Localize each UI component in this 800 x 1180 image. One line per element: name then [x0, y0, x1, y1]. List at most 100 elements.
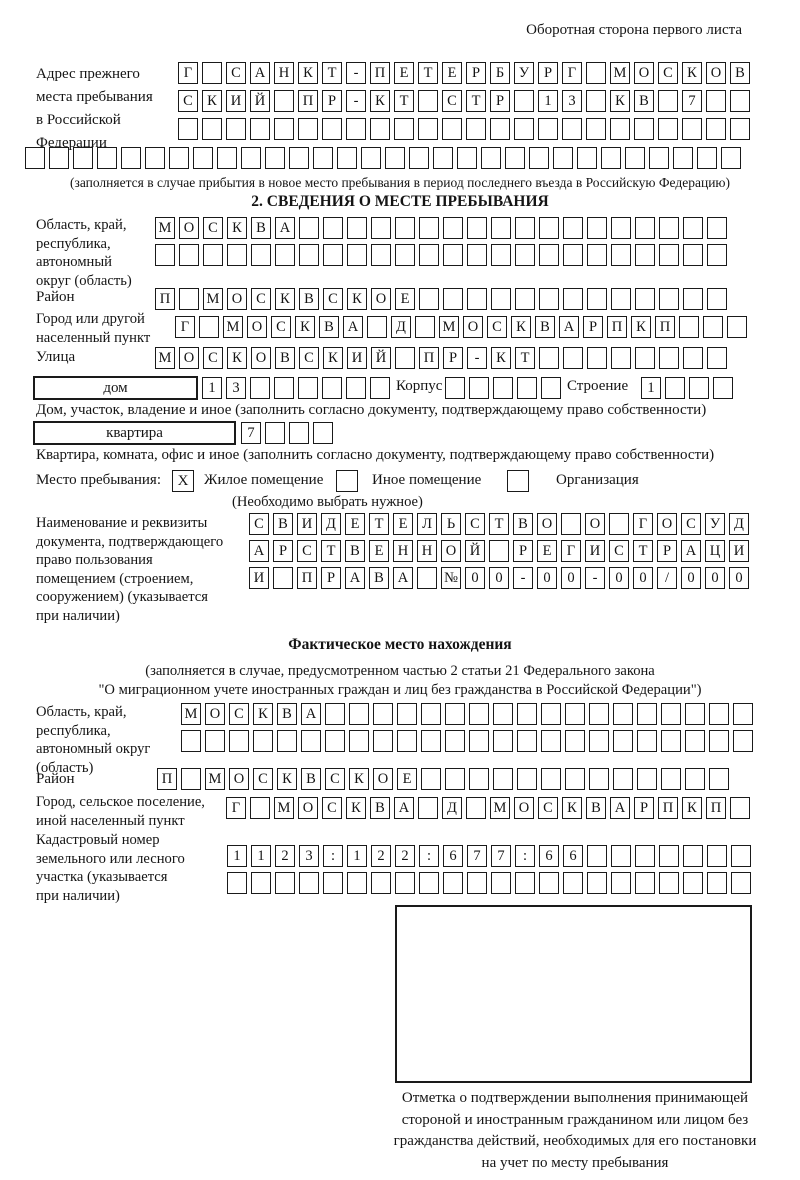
char-cell[interactable] — [706, 118, 726, 140]
char-cell[interactable] — [589, 730, 609, 752]
char-cell[interactable] — [517, 730, 537, 752]
char-cell[interactable] — [491, 288, 511, 310]
char-cell[interactable] — [659, 217, 679, 239]
char-cell[interactable]: А — [301, 703, 321, 725]
char-cell[interactable]: С — [658, 62, 678, 84]
char-cell[interactable] — [635, 845, 655, 867]
char-cell[interactable]: О — [251, 347, 271, 369]
char-cell[interactable] — [421, 730, 441, 752]
char-cell[interactable] — [563, 244, 583, 266]
char-cell[interactable]: И — [585, 540, 605, 562]
char-cell[interactable]: В — [730, 62, 750, 84]
char-cell[interactable] — [539, 217, 559, 239]
char-cell[interactable]: О — [634, 62, 654, 84]
char-cell[interactable]: О — [657, 513, 677, 535]
char-cell[interactable] — [253, 730, 273, 752]
char-cell[interactable]: М — [203, 288, 223, 310]
char-cell[interactable]: О — [706, 62, 726, 84]
char-cell[interactable]: Г — [633, 513, 653, 535]
apartment-field-label[interactable]: квартира — [33, 421, 236, 445]
char-cell[interactable]: К — [349, 768, 369, 790]
char-cell[interactable] — [563, 217, 583, 239]
char-cell[interactable] — [587, 288, 607, 310]
char-cell[interactable]: О — [441, 540, 461, 562]
char-cell[interactable] — [418, 118, 438, 140]
char-cell[interactable]: - — [585, 567, 605, 589]
char-cell[interactable] — [371, 217, 391, 239]
char-cell[interactable]: В — [299, 288, 319, 310]
char-cell[interactable] — [445, 703, 465, 725]
char-cell[interactable] — [658, 90, 678, 112]
char-cell[interactable] — [289, 422, 309, 444]
char-cell[interactable] — [489, 540, 509, 562]
char-cell[interactable]: В — [535, 316, 555, 338]
char-cell[interactable]: Н — [393, 540, 413, 562]
char-cell[interactable]: Р — [273, 540, 293, 562]
char-cell[interactable] — [349, 703, 369, 725]
char-cell[interactable] — [611, 288, 631, 310]
char-cell[interactable] — [202, 118, 222, 140]
char-cell[interactable]: С — [297, 540, 317, 562]
char-cell[interactable] — [659, 244, 679, 266]
char-cell[interactable] — [635, 217, 655, 239]
char-cell[interactable] — [586, 118, 606, 140]
char-cell[interactable] — [409, 147, 429, 169]
char-cell[interactable] — [274, 118, 294, 140]
char-cell[interactable] — [697, 147, 717, 169]
char-cell[interactable] — [707, 244, 727, 266]
char-cell[interactable] — [683, 872, 703, 894]
char-cell[interactable] — [346, 377, 366, 399]
char-cell[interactable] — [563, 288, 583, 310]
char-cell[interactable] — [730, 797, 750, 819]
char-cell[interactable]: - — [467, 347, 487, 369]
char-cell[interactable] — [373, 703, 393, 725]
char-cell[interactable] — [637, 768, 657, 790]
char-cell[interactable] — [659, 288, 679, 310]
char-cell[interactable] — [613, 730, 633, 752]
char-cell[interactable]: С — [538, 797, 558, 819]
char-cell[interactable] — [733, 703, 753, 725]
char-cell[interactable] — [679, 316, 699, 338]
char-cell[interactable]: С — [229, 703, 249, 725]
char-cell[interactable] — [178, 118, 198, 140]
char-cell[interactable] — [611, 872, 631, 894]
char-cell[interactable]: А — [343, 316, 363, 338]
char-cell[interactable] — [323, 217, 343, 239]
char-cell[interactable]: К — [295, 316, 315, 338]
char-cell[interactable] — [443, 872, 463, 894]
char-cell[interactable] — [179, 244, 199, 266]
char-cell[interactable] — [517, 768, 537, 790]
char-cell[interactable] — [601, 147, 621, 169]
char-cell[interactable]: Й — [465, 540, 485, 562]
char-cell[interactable] — [469, 730, 489, 752]
char-cell[interactable]: М — [223, 316, 243, 338]
char-cell[interactable] — [199, 316, 219, 338]
char-cell[interactable]: 1 — [202, 377, 222, 399]
char-cell[interactable] — [469, 768, 489, 790]
char-cell[interactable] — [227, 244, 247, 266]
char-cell[interactable] — [517, 377, 537, 399]
char-cell[interactable] — [370, 118, 390, 140]
char-cell[interactable] — [721, 147, 741, 169]
char-cell[interactable] — [649, 147, 669, 169]
char-cell[interactable] — [418, 797, 438, 819]
char-cell[interactable]: И — [226, 90, 246, 112]
char-cell[interactable] — [241, 147, 261, 169]
char-cell[interactable]: В — [369, 567, 389, 589]
char-cell[interactable]: Ь — [441, 513, 461, 535]
char-cell[interactable] — [250, 118, 270, 140]
char-cell[interactable]: А — [610, 797, 630, 819]
char-cell[interactable] — [634, 118, 654, 140]
char-cell[interactable] — [274, 377, 294, 399]
char-cell[interactable] — [611, 244, 631, 266]
char-cell[interactable]: Р — [583, 316, 603, 338]
char-cell[interactable]: К — [202, 90, 222, 112]
char-cell[interactable]: Л — [417, 513, 437, 535]
char-cell[interactable]: Е — [393, 513, 413, 535]
char-cell[interactable]: П — [370, 62, 390, 84]
char-cell[interactable] — [625, 147, 645, 169]
char-cell[interactable]: В — [634, 90, 654, 112]
char-cell[interactable]: П — [298, 90, 318, 112]
char-cell[interactable] — [467, 244, 487, 266]
char-cell[interactable] — [635, 347, 655, 369]
